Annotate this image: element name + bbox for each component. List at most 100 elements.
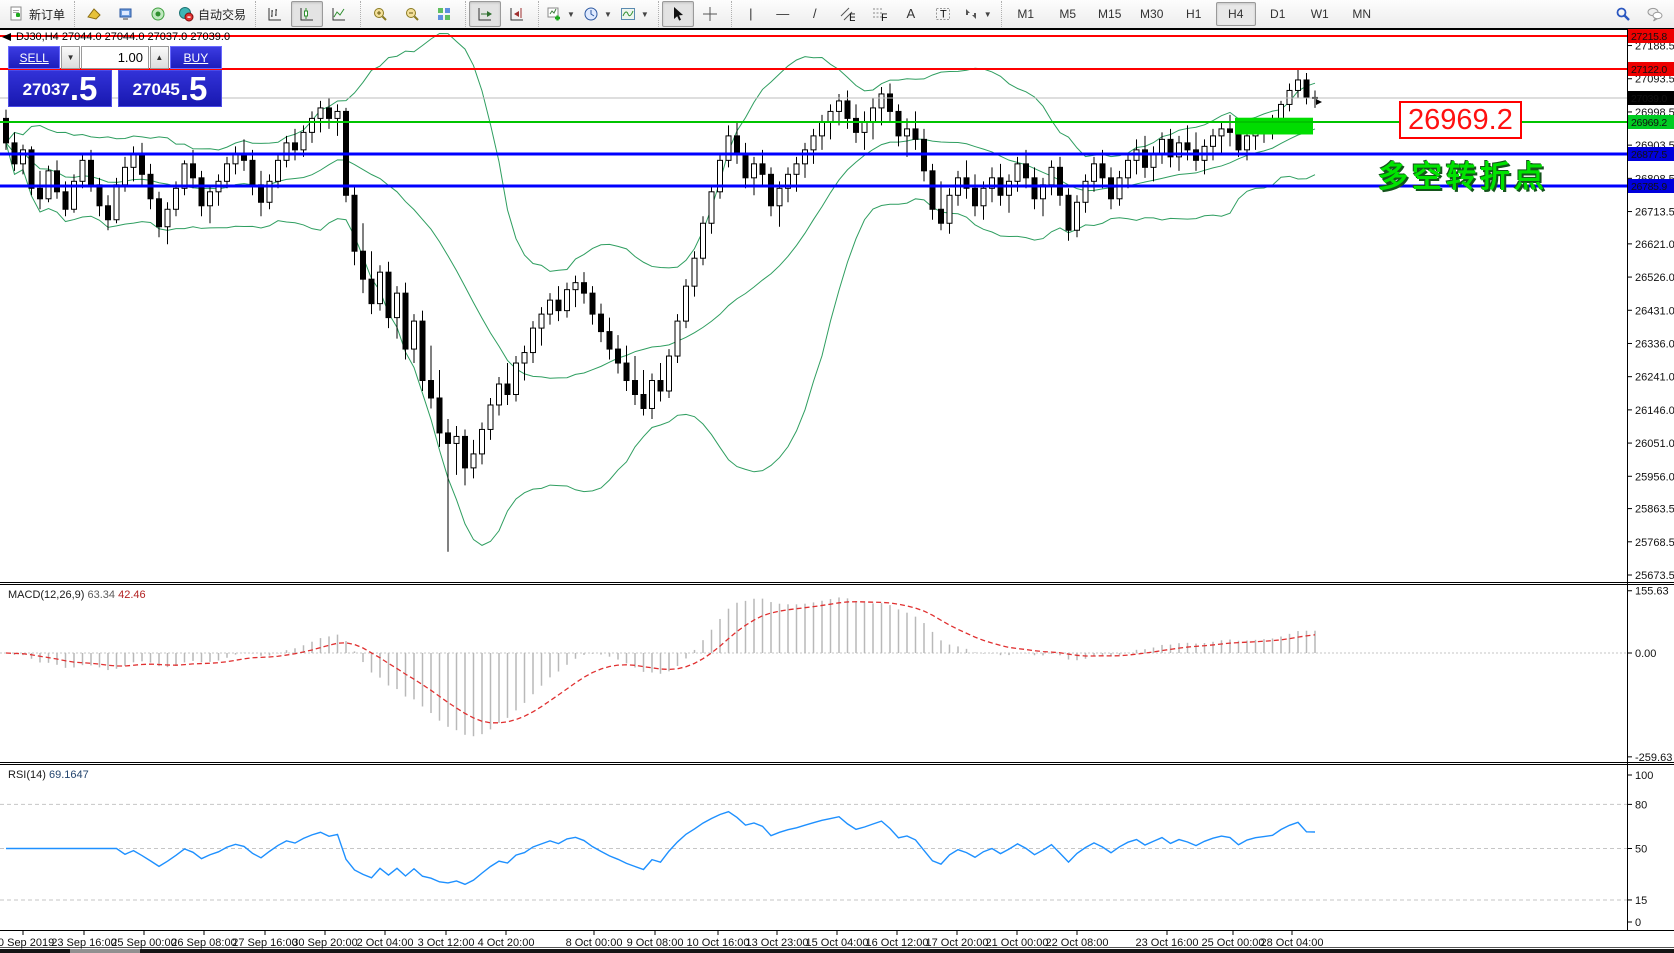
price-tick-label: 25768.5	[1635, 537, 1674, 549]
auto-scroll-button[interactable]	[469, 1, 502, 27]
candle	[870, 107, 876, 123]
price-badge-support-upper	[1628, 147, 1674, 161]
zoom-out-button[interactable]	[396, 1, 428, 27]
sell-button[interactable]: SELL	[8, 46, 61, 69]
indicators-button[interactable]: ▼	[616, 1, 653, 27]
candle	[640, 393, 647, 409]
candle	[929, 170, 936, 210]
candle	[402, 292, 409, 350]
candle	[1082, 180, 1089, 203]
periods-button[interactable]: ▼	[579, 1, 616, 27]
candle	[785, 173, 791, 189]
candle	[71, 180, 77, 210]
price-badge-pivot-line	[1628, 115, 1674, 129]
time-tick-label: 25 Sep 00:00	[111, 937, 176, 949]
highlight-zone[interactable]	[1235, 117, 1313, 135]
volume-input[interactable]	[81, 46, 149, 69]
crosshair-tool-button[interactable]	[694, 1, 726, 27]
timeframe-H4[interactable]: H4	[1215, 2, 1256, 26]
buy-price-box[interactable]: 27045.5	[118, 70, 222, 107]
line-chart-mode-button[interactable]	[323, 1, 355, 27]
candlestick-series[interactable]	[3, 69, 1318, 552]
chart-area[interactable]: 27188.527093.526998.526903.526808.526713…	[0, 28, 1674, 953]
candle	[368, 278, 375, 305]
fibonacci-tool-button[interactable]: F	[863, 1, 895, 27]
pivot-price-callout[interactable]: 26969.2	[1399, 101, 1522, 139]
price-tick-label: 25863.5	[1635, 504, 1674, 516]
candle	[3, 117, 9, 144]
profile-button[interactable]	[78, 1, 110, 27]
pivot-note-text[interactable]: 多空转折点	[1378, 161, 1548, 194]
one-click-panel-toggle-icon[interactable]	[2, 33, 11, 41]
price-tick-label: 26241.0	[1635, 372, 1674, 384]
candle	[912, 128, 919, 140]
autotrading-button[interactable]: 自动交易	[174, 1, 250, 27]
candle	[615, 348, 621, 364]
new-chart-button[interactable]: ▼	[542, 1, 579, 27]
channel-tool-button[interactable]: E	[831, 1, 863, 27]
timeframe-M5[interactable]: M5	[1059, 7, 1077, 21]
timeframe-M30[interactable]: M30	[1140, 7, 1164, 21]
signals-button[interactable]	[142, 1, 174, 27]
time-tick-label: 25 Oct 00:00	[1202, 937, 1265, 949]
trendline-tool-button[interactable]: /	[799, 1, 831, 27]
candle	[853, 117, 859, 133]
candle	[470, 453, 477, 469]
svg-text:T: T	[940, 9, 947, 21]
candle	[521, 352, 528, 364]
timeframe-M15[interactable]: M15	[1098, 7, 1122, 21]
chart-shift-icon	[509, 6, 525, 22]
buy-button[interactable]: BUY	[169, 46, 222, 69]
terminal-icon	[118, 6, 134, 22]
chat-icon	[1647, 6, 1663, 22]
candle	[513, 362, 519, 395]
candle	[938, 208, 944, 224]
chat-button[interactable]	[1639, 1, 1671, 27]
bar-chart-mode-button[interactable]	[259, 1, 291, 27]
new-order-button[interactable]: 新订单	[5, 1, 69, 27]
candle	[538, 313, 545, 329]
bollinger-bands	[5, 32, 1316, 546]
candle	[54, 170, 60, 193]
cursor-tool-button[interactable]	[661, 1, 694, 27]
candle	[62, 191, 69, 210]
zoom-in-icon	[372, 6, 388, 22]
volume-increase-button[interactable]: ▲	[150, 46, 169, 69]
candle	[1244, 135, 1250, 151]
horizontal-line-tool-button[interactable]: —	[767, 1, 799, 27]
timeframe-W1[interactable]: W1	[1310, 7, 1329, 21]
chart-shift-button[interactable]	[501, 1, 533, 27]
macd-tick-label: -259.63	[1635, 752, 1672, 764]
candle	[487, 404, 494, 430]
rsi-series	[6, 810, 1316, 886]
price-tick-label: 26336.0	[1635, 338, 1674, 350]
timeframe-MN[interactable]: MN	[1352, 7, 1372, 21]
candle	[1048, 166, 1055, 186]
zoom-out-icon	[404, 6, 420, 22]
timeframe-H1[interactable]: H1	[1186, 7, 1202, 21]
candle	[105, 205, 111, 221]
candle	[547, 299, 553, 315]
zoom-in-button[interactable]	[364, 1, 396, 27]
candle	[1099, 163, 1106, 179]
timeframe-M1[interactable]: M1	[1017, 7, 1035, 21]
arrows-tool-button[interactable]: ▼	[959, 1, 996, 27]
macd-main-value: 63.34	[87, 589, 116, 601]
text-tool-button[interactable]: A	[895, 1, 927, 27]
candle	[878, 93, 885, 109]
candle	[156, 198, 162, 228]
text-label-tool-button[interactable]: T	[927, 1, 959, 27]
terminal-button[interactable]	[110, 1, 142, 27]
tile-windows-button[interactable]	[428, 1, 460, 27]
new-chart-icon	[546, 6, 562, 22]
volume-decrease-button[interactable]: ▼	[61, 46, 80, 69]
search-button[interactable]	[1607, 1, 1639, 27]
candlestick-mode-button[interactable]	[291, 1, 324, 27]
candle	[776, 187, 783, 207]
candle	[963, 177, 970, 189]
vertical-line-tool-button[interactable]: |	[735, 1, 767, 27]
candle	[445, 432, 451, 444]
timeframe-D1[interactable]: D1	[1270, 7, 1286, 21]
sell-price-box[interactable]: 27037.5	[8, 70, 112, 107]
